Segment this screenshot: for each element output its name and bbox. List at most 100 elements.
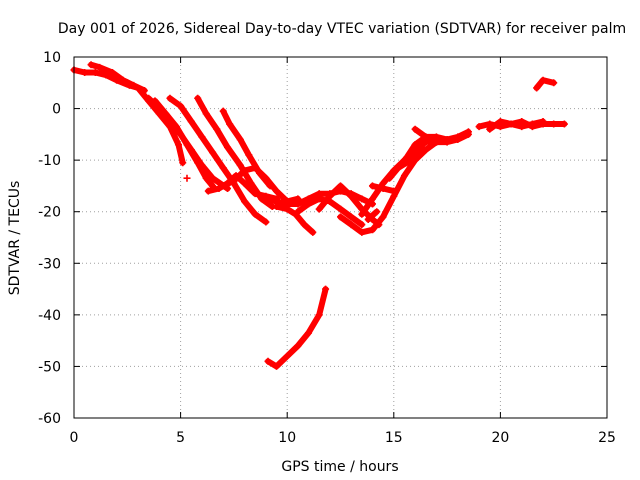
data-point bbox=[315, 205, 323, 213]
data-point bbox=[262, 218, 270, 226]
data-point bbox=[91, 68, 99, 76]
data-point bbox=[174, 141, 182, 149]
data-point bbox=[236, 136, 244, 144]
data-point bbox=[251, 190, 259, 198]
data-point bbox=[358, 210, 366, 218]
data-point bbox=[183, 174, 191, 182]
data-point bbox=[347, 221, 355, 229]
data-point bbox=[145, 94, 153, 102]
data-point bbox=[390, 187, 398, 195]
data-track-line bbox=[220, 164, 301, 205]
y-tick-label: -50 bbox=[38, 359, 61, 375]
data-point bbox=[134, 84, 142, 92]
data-point bbox=[347, 192, 355, 200]
data-point bbox=[108, 68, 116, 76]
data-point bbox=[219, 107, 227, 115]
data-point bbox=[528, 120, 536, 128]
data-point bbox=[411, 151, 419, 159]
data-point bbox=[560, 120, 568, 128]
data-point bbox=[432, 138, 440, 146]
data-point bbox=[443, 138, 451, 146]
data-point bbox=[326, 192, 334, 200]
x-tick-labels: 0 5 10 15 20 25 bbox=[70, 430, 616, 446]
data-track-11 bbox=[273, 203, 317, 236]
data-point bbox=[226, 120, 234, 128]
data-point bbox=[219, 182, 227, 190]
data-point bbox=[162, 110, 170, 118]
data-point bbox=[219, 164, 227, 172]
data-point bbox=[403, 159, 411, 167]
x-tick-label: 20 bbox=[491, 430, 509, 446]
data-point bbox=[550, 120, 558, 128]
data-point bbox=[550, 79, 558, 87]
data-point bbox=[358, 228, 366, 236]
data-point bbox=[177, 102, 185, 110]
data-point bbox=[386, 174, 394, 182]
data-point bbox=[315, 195, 323, 203]
data-point bbox=[486, 125, 494, 133]
data-point bbox=[187, 117, 195, 125]
data-track-4 bbox=[151, 97, 217, 190]
data-track-14 bbox=[337, 138, 440, 236]
data-point bbox=[209, 174, 217, 182]
data-point bbox=[347, 213, 355, 221]
data-track-23 bbox=[264, 285, 330, 370]
data-point bbox=[251, 210, 259, 218]
data-point bbox=[373, 208, 381, 216]
data-point bbox=[251, 164, 259, 172]
data-point bbox=[518, 123, 526, 131]
data-point bbox=[264, 357, 272, 365]
data-point bbox=[166, 94, 174, 102]
data-point bbox=[368, 195, 376, 203]
x-tick-label: 15 bbox=[385, 430, 403, 446]
data-track-21 bbox=[486, 117, 547, 133]
data-point bbox=[202, 110, 210, 118]
data-point bbox=[358, 221, 366, 229]
data-track-line bbox=[412, 126, 472, 146]
y-tick-label: -10 bbox=[38, 153, 61, 169]
y-tick-label: -20 bbox=[38, 205, 61, 221]
data-point bbox=[172, 123, 180, 131]
data-point bbox=[224, 143, 232, 151]
x-tick-label: 10 bbox=[278, 430, 296, 446]
data-point bbox=[315, 311, 323, 319]
data-point bbox=[87, 61, 95, 69]
data-point bbox=[194, 94, 202, 102]
data-point bbox=[209, 148, 217, 156]
data-point bbox=[368, 226, 376, 234]
data-track-24 bbox=[183, 174, 191, 182]
data-point bbox=[262, 195, 270, 203]
data-point bbox=[422, 146, 430, 154]
x-axis-label: GPS time / hours bbox=[281, 459, 398, 475]
data-point bbox=[364, 215, 372, 223]
data-track-18 bbox=[368, 182, 398, 195]
data-point bbox=[204, 187, 212, 195]
data-point bbox=[230, 177, 238, 185]
data-point bbox=[475, 123, 483, 131]
data-point bbox=[283, 352, 291, 360]
data-point bbox=[305, 329, 313, 337]
data-point bbox=[236, 161, 244, 169]
data-point bbox=[496, 117, 504, 125]
data-point bbox=[123, 79, 131, 87]
x-tick-label: 0 bbox=[70, 430, 79, 446]
data-point bbox=[464, 130, 472, 138]
data-point bbox=[337, 205, 344, 213]
data-point bbox=[322, 285, 330, 293]
data-point bbox=[81, 68, 89, 76]
data-point bbox=[422, 133, 430, 141]
data-point bbox=[119, 76, 127, 84]
data-track-5 bbox=[166, 94, 270, 226]
data-point bbox=[454, 136, 462, 144]
data-point bbox=[411, 141, 419, 149]
data-track-17 bbox=[394, 143, 426, 172]
data-point bbox=[379, 185, 387, 193]
data-point bbox=[418, 143, 426, 151]
data-point bbox=[337, 213, 344, 221]
data-track-12 bbox=[294, 195, 366, 229]
data-point bbox=[539, 76, 547, 84]
data-point bbox=[273, 187, 281, 195]
plot-frame bbox=[73, 56, 608, 419]
data-track-22 bbox=[533, 76, 558, 92]
y-axis-label: SDTVAR / TECUs bbox=[7, 181, 23, 296]
